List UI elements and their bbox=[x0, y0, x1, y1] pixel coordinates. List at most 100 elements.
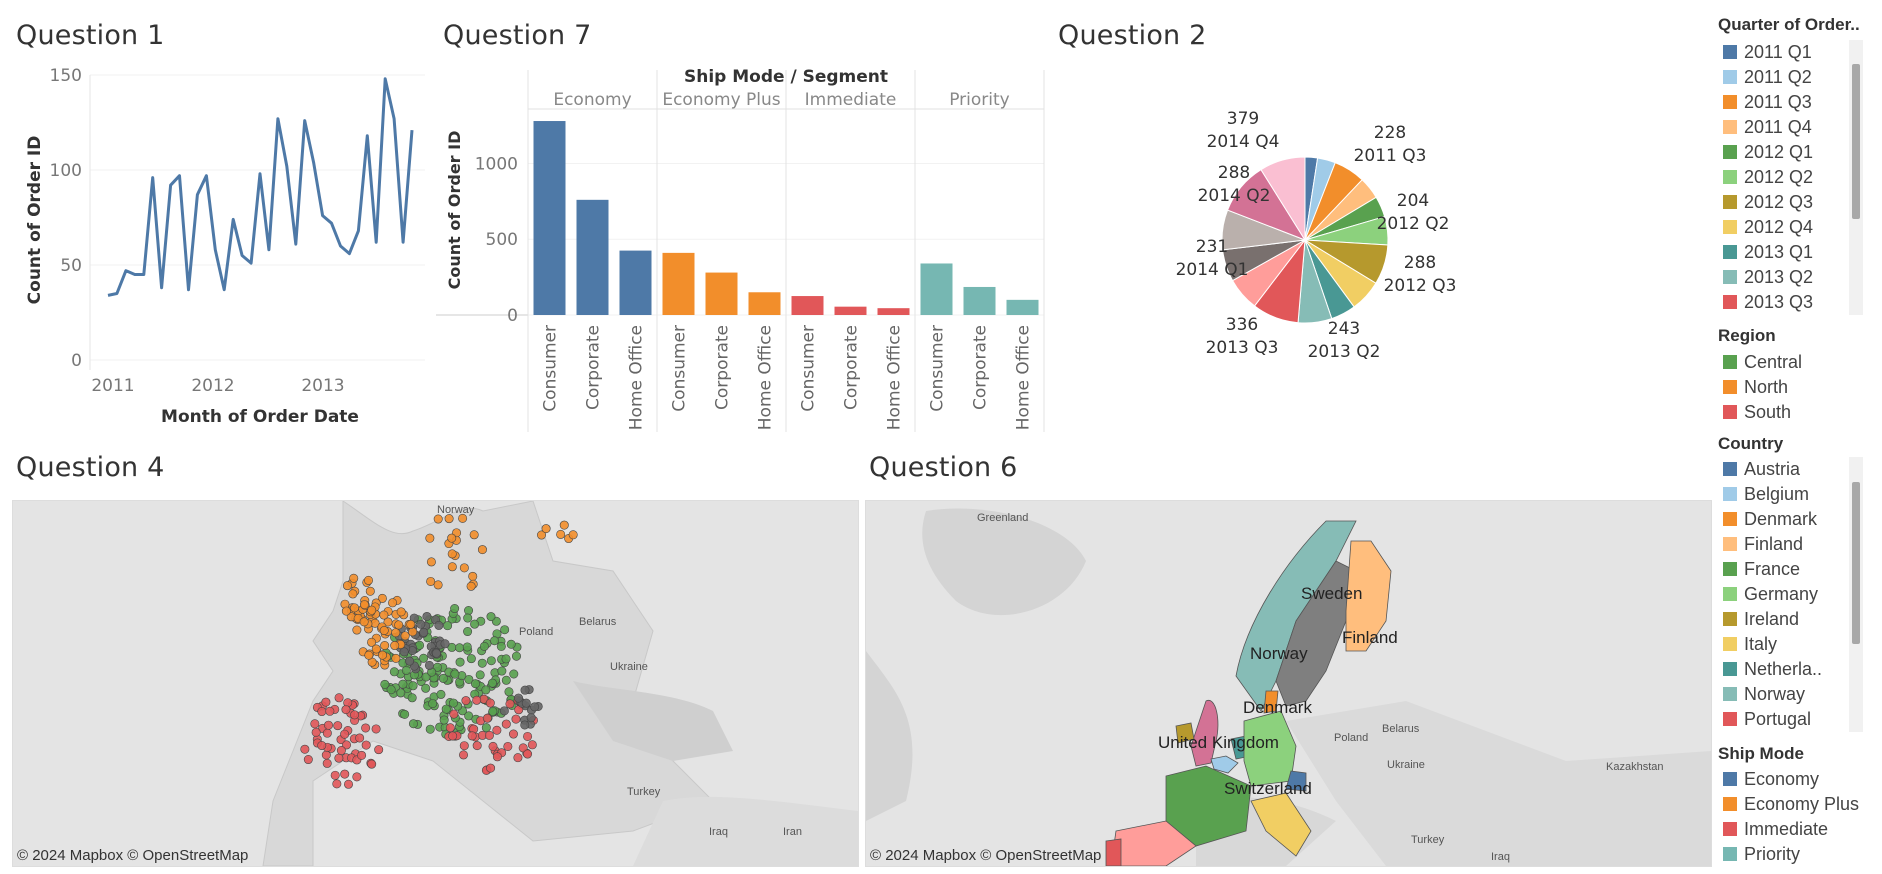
q4-order-point-central[interactable] bbox=[501, 654, 511, 664]
legend-item-north[interactable]: North bbox=[1723, 375, 1788, 399]
q4-order-point-north[interactable] bbox=[444, 514, 454, 524]
q4-order-point-central[interactable] bbox=[504, 687, 514, 697]
q4-order-point-south[interactable] bbox=[505, 699, 515, 709]
q4-order-point-south[interactable] bbox=[322, 758, 332, 768]
q4-order-point-south[interactable] bbox=[449, 709, 459, 719]
q4-order-point-south[interactable] bbox=[482, 713, 492, 723]
q4-order-point-central[interactable] bbox=[509, 669, 519, 679]
q4-order-point-central[interactable] bbox=[455, 643, 465, 653]
q4-order-point-central[interactable] bbox=[400, 709, 410, 719]
q4-order-point-central[interactable] bbox=[389, 667, 399, 677]
q4-order-point-central[interactable] bbox=[450, 669, 460, 679]
legend-item-2012-q2[interactable]: 2012 Q2 bbox=[1723, 165, 1813, 189]
q4-order-point-north[interactable] bbox=[359, 617, 369, 627]
q6-country-finland[interactable] bbox=[1345, 540, 1392, 652]
q4-order-point-central[interactable] bbox=[470, 679, 480, 689]
q4-order-point-central[interactable] bbox=[486, 612, 496, 622]
q4-order-point-south[interactable] bbox=[486, 763, 496, 773]
q4-order-point-central[interactable] bbox=[475, 670, 485, 680]
question-1-line-chart[interactable]: 0 50 100 150 2011 2012 2013 Month of Order Date… bbox=[0, 60, 430, 440]
legend-item-2013-q1[interactable]: 2013 Q1 bbox=[1723, 240, 1813, 264]
legend-country-scroll-thumb[interactable] bbox=[1852, 482, 1860, 644]
q4-order-point-north[interactable] bbox=[363, 575, 373, 585]
q7-bar[interactable] bbox=[920, 263, 953, 315]
q4-order-point-north[interactable] bbox=[406, 619, 416, 629]
q4-order-point-north[interactable] bbox=[426, 576, 436, 586]
q4-order-point-north[interactable] bbox=[349, 573, 359, 583]
q4-order-point-central[interactable] bbox=[490, 636, 500, 646]
q4-order-point-central[interactable] bbox=[443, 621, 453, 631]
q4-order-point-north[interactable] bbox=[383, 617, 393, 627]
legend-quarter-scroll-thumb[interactable] bbox=[1852, 64, 1860, 219]
q4-order-point-south[interactable] bbox=[513, 753, 523, 763]
q4-order-point-south[interactable] bbox=[520, 685, 530, 695]
q7-bar[interactable] bbox=[748, 292, 781, 315]
q4-order-point-north[interactable] bbox=[379, 610, 389, 620]
legend-item-2012-q4[interactable]: 2012 Q4 bbox=[1723, 215, 1813, 239]
q4-order-point-north[interactable] bbox=[364, 650, 374, 660]
q4-order-point-central[interactable] bbox=[496, 641, 506, 651]
q4-order-point-central[interactable] bbox=[481, 723, 491, 733]
q4-order-point-south[interactable] bbox=[352, 772, 362, 782]
legend-item-italy[interactable]: Italy bbox=[1723, 632, 1777, 656]
q4-order-point-south[interactable] bbox=[492, 752, 502, 762]
q4-order-point-north[interactable] bbox=[447, 549, 457, 559]
q4-order-point-south[interactable] bbox=[336, 746, 346, 756]
q4-order-point-central[interactable] bbox=[424, 660, 434, 670]
legend-item-belgium[interactable]: Belgium bbox=[1723, 482, 1809, 506]
q4-order-point-south[interactable] bbox=[340, 729, 350, 739]
q4-order-point-north[interactable] bbox=[391, 653, 401, 663]
question-2-pie-chart[interactable]: 379 2014 Q4 228 2011 Q3 204 2012 Q2 288 2012 Q3… bbox=[1100, 90, 1500, 390]
q4-order-point-south[interactable] bbox=[488, 741, 498, 751]
q4-order-point-north[interactable] bbox=[468, 571, 478, 581]
q4-order-point-south[interactable] bbox=[521, 698, 531, 708]
legend-item-norway[interactable]: Norway bbox=[1723, 682, 1805, 706]
q4-order-point-central[interactable] bbox=[401, 665, 411, 675]
q4-order-point-south[interactable] bbox=[499, 706, 509, 716]
q4-order-point-north[interactable] bbox=[365, 586, 375, 596]
q4-order-point-south[interactable] bbox=[472, 695, 482, 705]
q4-order-point-south[interactable] bbox=[485, 698, 495, 708]
q6-country-shapes[interactable] bbox=[866, 501, 1711, 866]
q4-order-point-south[interactable] bbox=[311, 727, 321, 737]
q4-order-point-north[interactable] bbox=[378, 650, 388, 660]
q4-order-point-central[interactable] bbox=[464, 674, 474, 684]
q4-order-point-north[interactable] bbox=[433, 514, 443, 524]
q4-order-point-north[interactable] bbox=[541, 524, 551, 534]
q4-order-point-south[interactable] bbox=[484, 730, 494, 740]
legend-item-2011-q2[interactable]: 2011 Q2 bbox=[1723, 65, 1812, 89]
q4-order-point-central[interactable] bbox=[463, 627, 473, 637]
q4-order-point-south[interactable] bbox=[518, 743, 528, 753]
legend-item-netherla-[interactable]: Netherla.. bbox=[1723, 657, 1822, 681]
q4-order-point-central[interactable] bbox=[428, 699, 438, 709]
q4-order-point-south[interactable] bbox=[350, 710, 360, 720]
q4-order-point-central[interactable] bbox=[506, 639, 516, 649]
q4-order-point-north[interactable] bbox=[466, 581, 476, 591]
q7-bar[interactable] bbox=[619, 250, 652, 315]
q4-order-point-central[interactable] bbox=[431, 648, 441, 658]
q4-order-point-north[interactable] bbox=[433, 580, 443, 590]
q4-order-point-central[interactable] bbox=[425, 724, 435, 734]
q7-bar[interactable] bbox=[662, 252, 695, 315]
q4-order-point-south[interactable] bbox=[324, 720, 334, 730]
q6-country-denmark[interactable] bbox=[1263, 690, 1279, 714]
q4-order-point-south[interactable] bbox=[325, 706, 335, 716]
legend-item-immediate[interactable]: Immediate bbox=[1723, 817, 1828, 841]
q4-order-point-south[interactable] bbox=[340, 769, 350, 779]
q2-pie-slice[interactable] bbox=[1260, 156, 1306, 242]
q4-order-point-north[interactable] bbox=[341, 606, 351, 616]
q4-order-point-south[interactable] bbox=[357, 750, 367, 760]
q4-order-point-south[interactable] bbox=[341, 705, 351, 715]
q4-order-point-central[interactable] bbox=[463, 613, 473, 623]
legend-item-2011-q1[interactable]: 2011 Q1 bbox=[1723, 40, 1812, 64]
q4-order-point-north[interactable] bbox=[556, 529, 566, 539]
q7-bar[interactable] bbox=[576, 199, 609, 315]
legend-item-finland[interactable]: Finland bbox=[1723, 532, 1803, 556]
q4-order-point-central[interactable] bbox=[462, 642, 472, 652]
q4-order-point-north[interactable] bbox=[400, 631, 410, 641]
legend-item-denmark[interactable]: Denmark bbox=[1723, 507, 1817, 531]
q4-order-point-south[interactable] bbox=[523, 731, 533, 741]
q4-order-point-south[interactable] bbox=[367, 759, 377, 769]
q4-order-point-south[interactable] bbox=[317, 741, 327, 751]
